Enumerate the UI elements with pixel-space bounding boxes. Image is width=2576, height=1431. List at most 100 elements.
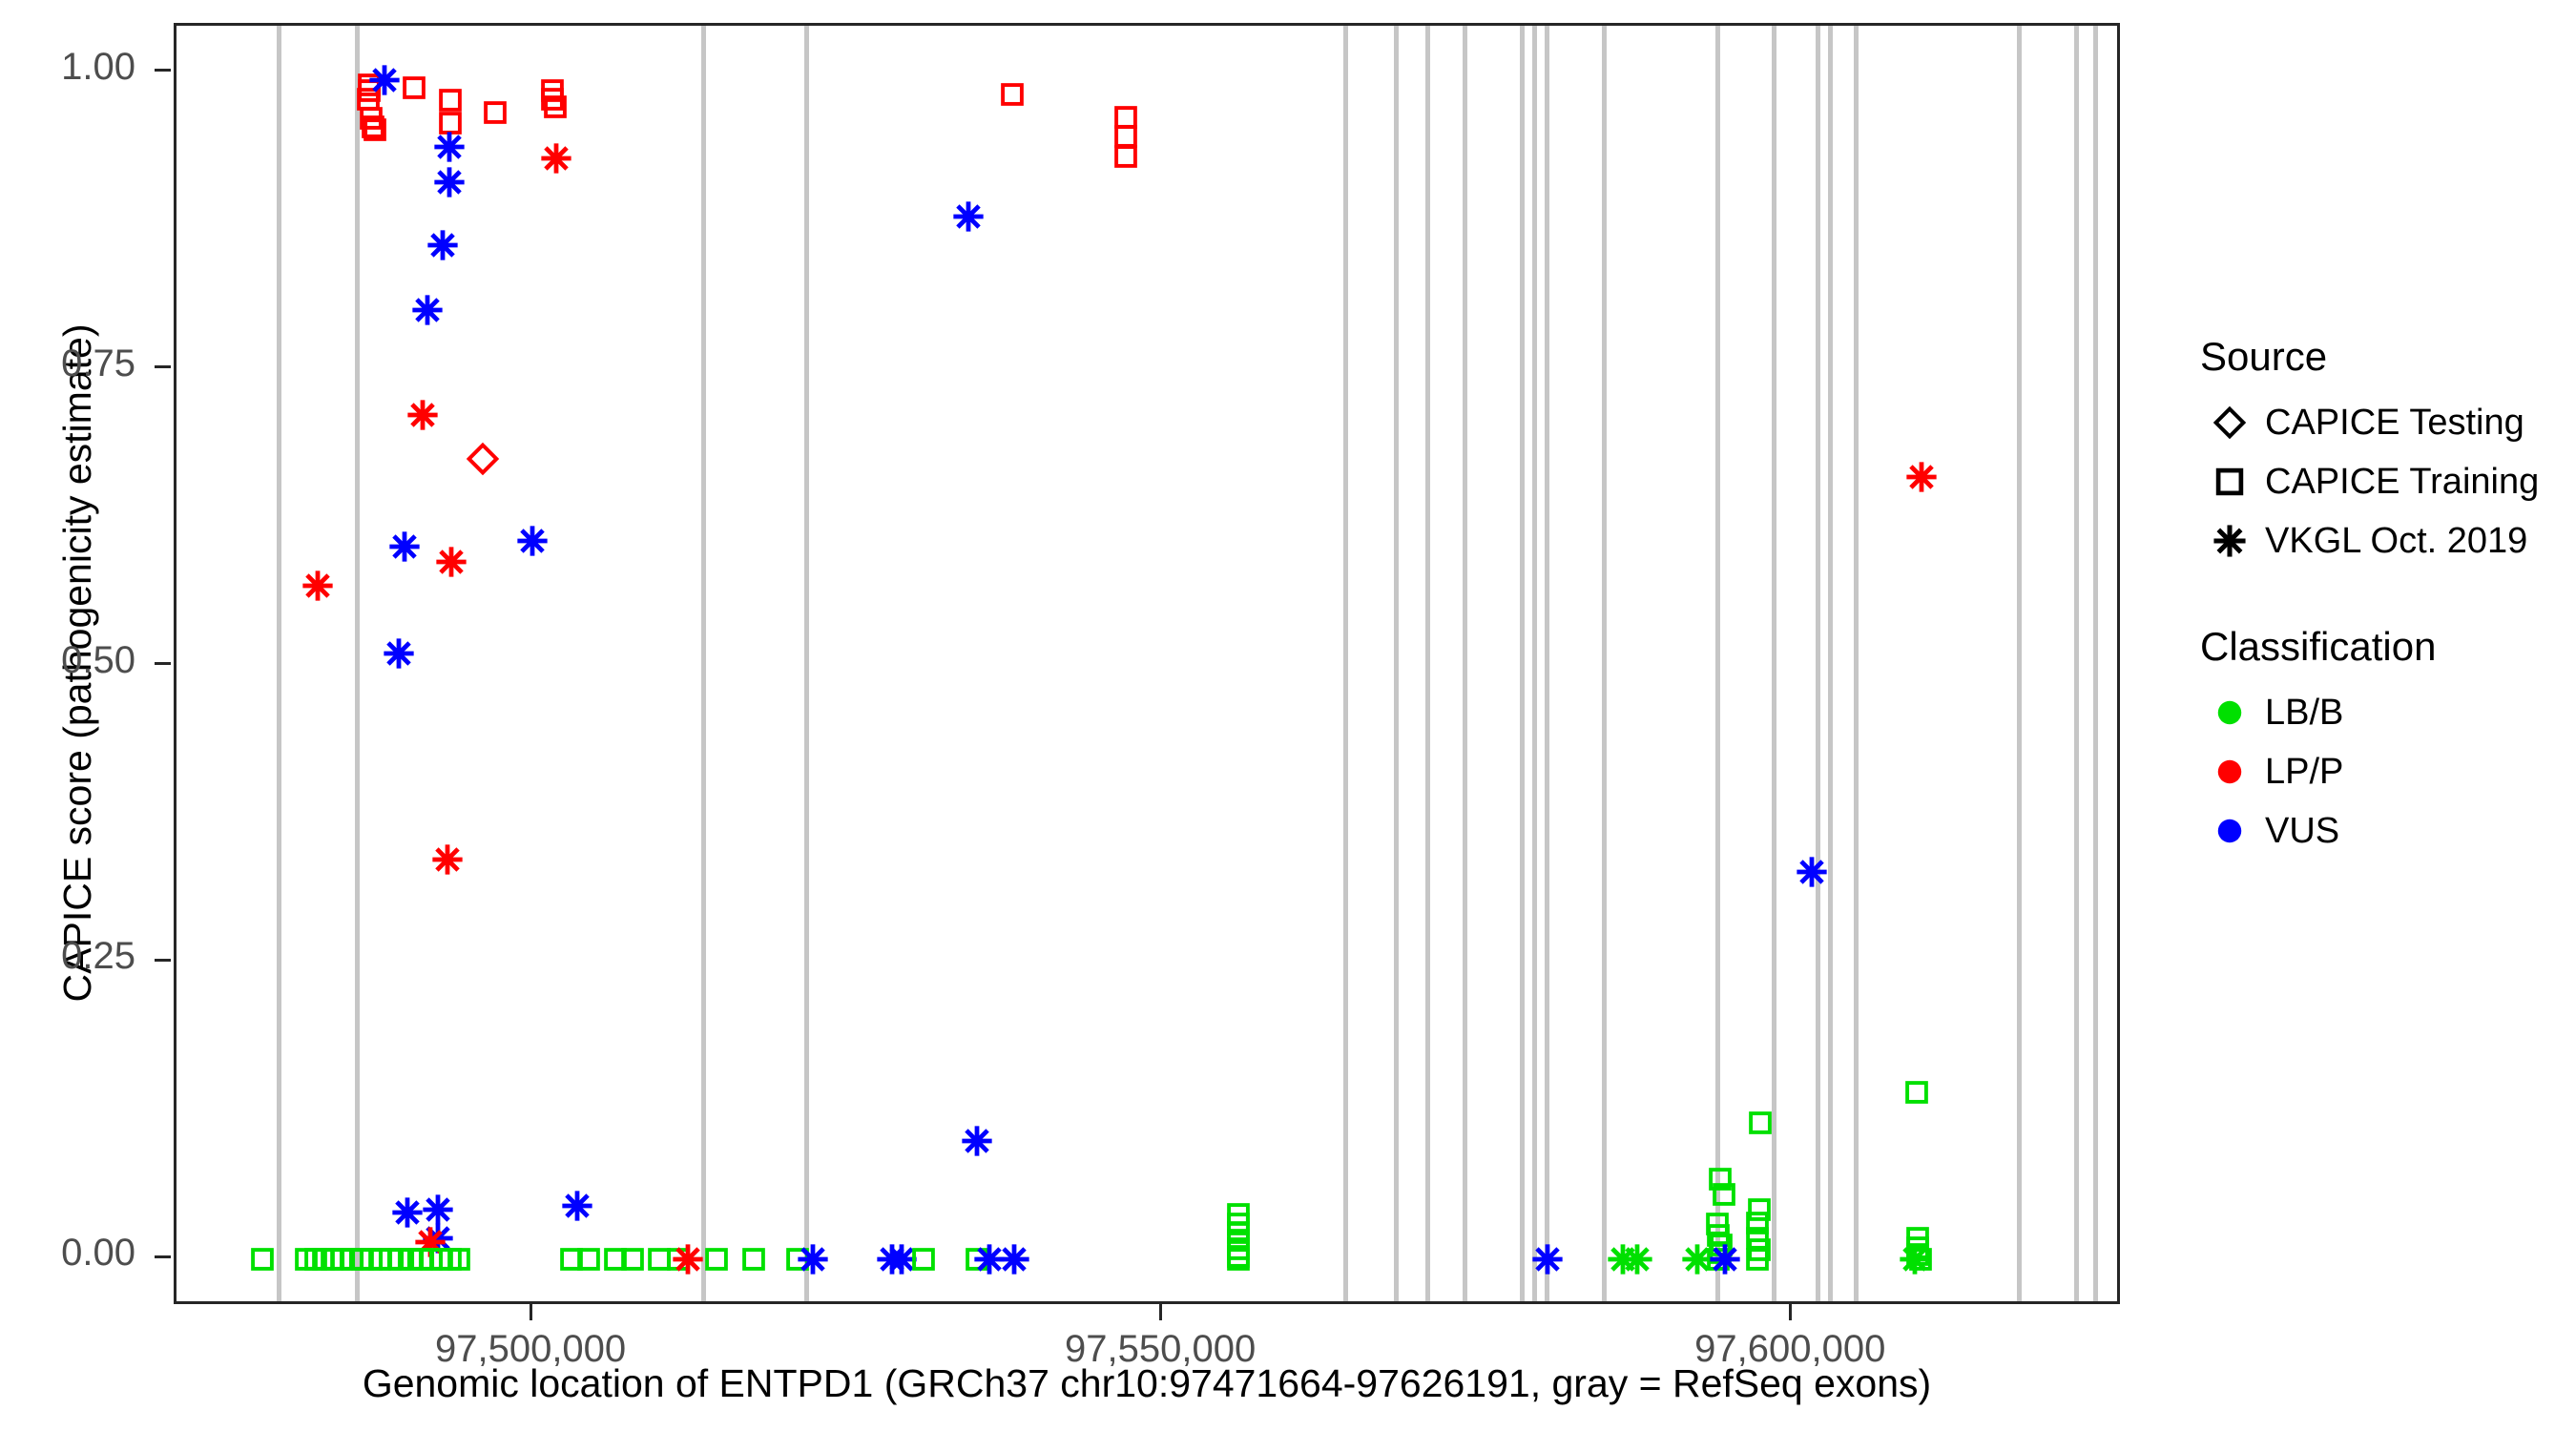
data-point xyxy=(516,525,549,557)
data-point xyxy=(963,1245,991,1274)
data-point xyxy=(1224,1226,1253,1255)
data-point xyxy=(1796,856,1828,888)
data-point xyxy=(1224,1234,1253,1263)
exon-line xyxy=(1714,26,1720,1301)
exon-line xyxy=(1424,26,1430,1301)
data-point xyxy=(422,1222,454,1255)
data-point xyxy=(973,1243,1006,1275)
x-tick-mark xyxy=(1158,1304,1162,1320)
data-point xyxy=(541,93,570,121)
legend-classification-items: LB/B LP/P VUS xyxy=(2194,683,2576,861)
legend-source-item-label: CAPICE Training xyxy=(2265,461,2540,502)
exon-line xyxy=(1545,26,1550,1301)
data-point xyxy=(407,1245,436,1274)
legend-classification-item-row[interactable]: LB/B xyxy=(2194,683,2576,742)
legend-source-item-label: CAPICE Testing xyxy=(2265,402,2524,443)
data-point xyxy=(1621,1243,1653,1275)
data-point xyxy=(574,1245,603,1274)
exon-line xyxy=(1771,26,1776,1301)
data-point xyxy=(1903,1224,1932,1253)
y-tick-mark xyxy=(155,958,171,962)
legend-source-item-row[interactable]: VKGL Oct. 2019 xyxy=(2194,511,2576,570)
data-point xyxy=(376,1245,405,1274)
data-point xyxy=(1906,1245,1935,1274)
legend-classification-item-row[interactable]: VUS xyxy=(2194,801,2576,861)
data-point xyxy=(327,1245,356,1274)
legend-classification-item-label: LB/B xyxy=(2265,692,2344,733)
legend-classification-item-row[interactable]: LP/P xyxy=(2194,742,2576,801)
data-point xyxy=(672,1243,704,1275)
data-point xyxy=(357,1245,385,1274)
data-point xyxy=(365,1245,394,1274)
data-point xyxy=(702,1245,731,1274)
diamond-icon xyxy=(2194,405,2265,440)
data-point xyxy=(797,1243,829,1275)
legend-source-item-row[interactable]: CAPICE Training xyxy=(2194,452,2576,511)
data-point xyxy=(1902,1078,1931,1107)
legend-source-item-row[interactable]: CAPICE Testing xyxy=(2194,393,2576,452)
data-point xyxy=(348,1245,377,1274)
data-point xyxy=(427,1245,456,1274)
data-point xyxy=(998,1243,1030,1275)
data-point xyxy=(1746,1109,1775,1137)
data-point xyxy=(1111,103,1140,132)
data-point xyxy=(538,85,567,114)
data-point xyxy=(1224,1200,1253,1229)
exon-line xyxy=(2017,26,2023,1301)
data-point xyxy=(557,1245,586,1274)
data-point xyxy=(338,1245,366,1274)
data-point xyxy=(876,1243,908,1275)
exon-line xyxy=(1393,26,1399,1301)
data-point xyxy=(435,546,467,578)
y-tick-mark xyxy=(155,1255,171,1258)
data-point xyxy=(618,1245,647,1274)
data-point xyxy=(1224,1245,1253,1274)
x-tick-label: 97,550,000 xyxy=(1065,1328,1257,1370)
data-point xyxy=(1224,1242,1253,1271)
y-tick-label: 1.00 xyxy=(61,45,135,88)
legend-spacer xyxy=(2194,570,2576,624)
data-point xyxy=(1903,1240,1932,1269)
plot-panel xyxy=(174,23,2120,1304)
data-point xyxy=(355,76,384,105)
y-tick-label: 0.25 xyxy=(61,935,135,978)
data-point xyxy=(1707,1231,1735,1259)
data-point xyxy=(1224,1218,1253,1247)
exon-line xyxy=(700,26,706,1301)
data-point xyxy=(385,1245,414,1274)
data-point xyxy=(422,1193,454,1226)
data-point xyxy=(436,1245,465,1274)
data-point xyxy=(909,1245,938,1274)
data-point xyxy=(1743,1245,1772,1274)
data-point xyxy=(1111,122,1140,151)
exon-line xyxy=(1532,26,1538,1301)
data-point xyxy=(301,1245,330,1274)
data-point xyxy=(998,80,1027,109)
legend-source-items: CAPICE Testing CAPICE Training VKGL Oct. 2… xyxy=(2194,393,2576,570)
data-point xyxy=(561,1190,593,1222)
exon-line xyxy=(354,26,360,1301)
data-point xyxy=(1607,1243,1639,1275)
data-point xyxy=(301,570,334,602)
exon-line xyxy=(2092,26,2098,1301)
plot-area xyxy=(177,26,2117,1301)
legend-classification-title: Classification xyxy=(2200,624,2437,669)
x-axis-title: Genomic location of ENTPD1 (GRCh37 chr10… xyxy=(362,1361,1932,1405)
exon-line xyxy=(1853,26,1859,1301)
data-point xyxy=(645,1245,674,1274)
exon-line xyxy=(276,26,281,1301)
data-point xyxy=(481,98,509,127)
data-point xyxy=(355,71,384,99)
data-point xyxy=(391,1196,424,1229)
square-icon xyxy=(2194,465,2265,499)
data-point xyxy=(1710,1180,1738,1209)
x-tick-mark xyxy=(529,1304,532,1320)
data-point xyxy=(538,76,567,105)
data-point xyxy=(414,1226,447,1258)
data-point xyxy=(318,1245,346,1274)
x-tick-mark xyxy=(1788,1304,1792,1320)
data-point xyxy=(436,109,465,137)
data-point xyxy=(540,142,572,175)
data-point xyxy=(388,530,421,563)
dot-icon xyxy=(2194,696,2265,729)
